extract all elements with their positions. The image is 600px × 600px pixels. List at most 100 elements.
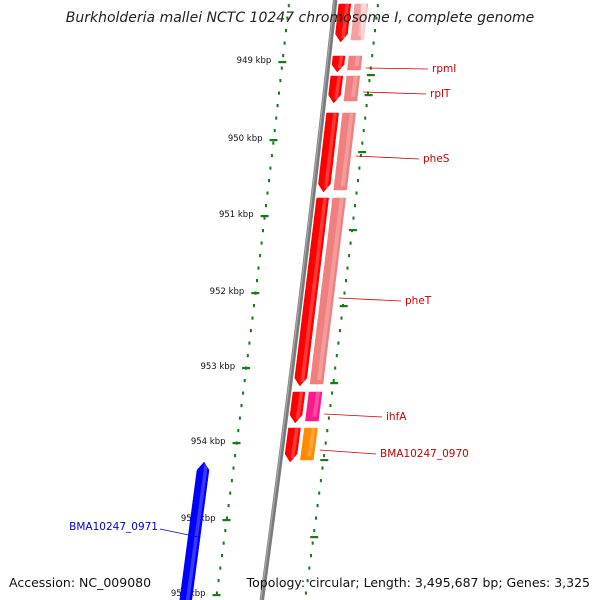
tick-dot	[259, 254, 262, 258]
tick-dot	[251, 316, 254, 320]
gene-feature-bar-sheen	[307, 428, 316, 456]
gene-feature-bar	[333, 112, 356, 191]
gene-leader-line	[324, 413, 383, 418]
tick-dot	[354, 204, 356, 208]
tick-mark	[339, 305, 348, 308]
tick-dot	[306, 579, 309, 583]
tick-dot	[222, 541, 225, 545]
feature-highlight	[360, 4, 367, 42]
gene-cds-arrow	[289, 391, 306, 424]
gene-leader-line	[365, 67, 429, 70]
gene-cds-arrow-sheen	[295, 392, 304, 419]
tick-mark	[366, 74, 375, 77]
tick-dot	[318, 491, 321, 495]
gene-cds-arrow	[328, 75, 344, 104]
tick-mark	[330, 382, 339, 385]
tick-dot	[230, 479, 233, 483]
gene-leader-line	[159, 528, 199, 538]
tick-dot	[272, 141, 275, 145]
tick-mark	[348, 229, 357, 232]
tick-dot	[243, 379, 246, 383]
tick-dot	[308, 566, 311, 570]
tick-dot	[234, 454, 237, 458]
tick-dot	[359, 154, 362, 158]
tick-dot	[345, 279, 347, 283]
tick-dot	[343, 291, 346, 295]
tick-dot	[321, 466, 324, 470]
gene-cds-arrow	[284, 427, 301, 463]
tick-dot	[340, 316, 343, 320]
gene-cds-arrow	[335, 3, 352, 43]
tick-dot	[362, 129, 365, 133]
tick-dot	[219, 566, 222, 570]
tick-dot	[232, 466, 235, 470]
tick-label: 952 kbp	[210, 287, 245, 297]
tick-dot	[248, 341, 251, 345]
tick-mark	[320, 459, 329, 462]
gene-cds-arrow-sheen	[334, 76, 341, 99]
tick-dot	[282, 54, 285, 58]
tick-dot	[352, 216, 355, 220]
tick-dot	[316, 504, 319, 508]
gene-leader-line	[338, 297, 402, 302]
tick-dot	[315, 516, 317, 520]
tick-dot	[217, 579, 220, 583]
gene-cds-arrow-sheen	[324, 113, 337, 188]
gene-label: BMA10247_0970	[380, 448, 469, 460]
backbone-highlight	[260, 0, 335, 600]
tick-mark	[212, 594, 221, 597]
map-title: Burkholderia mallei NCTC 10247 chromosom…	[65, 10, 535, 26]
backbone-line	[259, 0, 338, 600]
tick-dot	[376, 4, 379, 8]
gene-cds-arrow	[294, 197, 329, 387]
tick-dot	[364, 116, 367, 120]
tick-dot	[278, 91, 280, 95]
tick-mark	[310, 536, 319, 539]
tick-dot	[361, 141, 364, 145]
tick-dot	[287, 4, 290, 8]
gene-cds-arrow-sheen	[300, 198, 327, 382]
tick-dot	[257, 266, 260, 270]
tick-mark	[222, 519, 231, 522]
tick-dot	[268, 179, 270, 183]
gene-label: pheS	[423, 153, 450, 165]
tick-dot	[324, 441, 327, 445]
tick-dot	[262, 229, 264, 233]
tick-dot	[246, 354, 249, 358]
gene-feature-bar	[343, 75, 361, 102]
gene-label: BMA10247_0971	[69, 521, 158, 533]
tick-dot	[313, 529, 316, 533]
gene-feature-bar-sheen	[351, 76, 358, 97]
tick-dot	[323, 454, 326, 458]
backbone	[259, 0, 338, 600]
tick-dot	[357, 179, 359, 183]
tick-dot	[265, 204, 267, 208]
tick-dot	[238, 416, 241, 420]
tick-dot	[227, 504, 230, 508]
tick-dot	[375, 16, 378, 20]
tick-dot	[266, 191, 269, 195]
accession-text: Accession: NC_009080	[9, 575, 152, 590]
tick-dot	[256, 279, 258, 283]
gene-feature-bar	[305, 391, 323, 422]
tick-dot	[275, 116, 278, 120]
tick-dot	[319, 479, 322, 483]
tick-label: 950 kbp	[228, 134, 263, 144]
gene-leader-line	[355, 155, 420, 160]
tick-mark	[269, 139, 278, 142]
tick-label: 954 kbp	[191, 437, 226, 447]
gene-feature-bar-sheen	[312, 392, 321, 417]
tick-dot	[249, 329, 252, 333]
gene-label: rpmI	[432, 63, 456, 75]
gene-features	[179, 3, 369, 600]
tick-dot	[355, 191, 358, 195]
tick-dot	[311, 541, 314, 545]
gene-labels: rpmI rplT pheS pheT ihfA BMA10247_0970 BMA1024…	[69, 63, 469, 538]
gene-cds-arrow-sheen	[337, 56, 344, 68]
gene-feature-bar	[347, 55, 363, 71]
tick-mark	[260, 215, 269, 218]
tick-mark	[251, 292, 260, 295]
tick-mark	[278, 61, 287, 64]
